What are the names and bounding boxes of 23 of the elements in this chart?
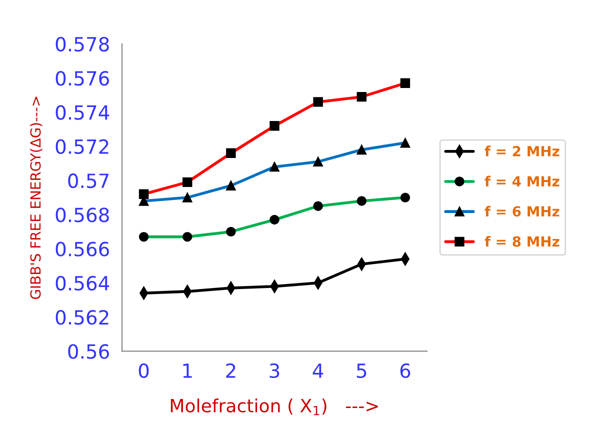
y-tick-label: 0.566 bbox=[56, 242, 109, 256]
y-tick-label: 0.56 bbox=[68, 344, 109, 359]
legend-label: f = 4 MHz bbox=[484, 176, 560, 186]
y-tick-label: 0.564 bbox=[56, 276, 110, 291]
x-tick-label: 2 bbox=[226, 363, 236, 378]
x-tick-label: 1 bbox=[183, 364, 192, 378]
legend-label: f = 6 MHz bbox=[484, 206, 560, 217]
y-tick-label: 0.576 bbox=[56, 71, 109, 86]
x-axis-title: Molefraction ( X$_{1}$) ---> bbox=[170, 398, 378, 416]
x-tick-label: 4 bbox=[312, 364, 324, 378]
x-tick-label: 0 bbox=[138, 363, 149, 378]
x-tick-label: 3 bbox=[270, 363, 280, 378]
x-tick-label: 5 bbox=[356, 364, 366, 378]
y-tick-label: 0.574 bbox=[56, 105, 110, 120]
legend-label: f = 8 MHz bbox=[484, 236, 560, 247]
y-tick-label: 0.568 bbox=[56, 208, 109, 222]
y-tick-label: 0.572 bbox=[56, 139, 108, 154]
y-tick-label: 0.562 bbox=[56, 310, 108, 325]
y-axis-title: GIBB'S FREE ENERGY(ΔG)---> bbox=[30, 96, 42, 300]
legend-label: f = 2 MHz bbox=[484, 146, 560, 156]
x-tick-label: 6 bbox=[400, 363, 410, 378]
y-tick-label: 0.578 bbox=[56, 36, 109, 52]
y-tick-label: 0.57 bbox=[68, 173, 109, 188]
